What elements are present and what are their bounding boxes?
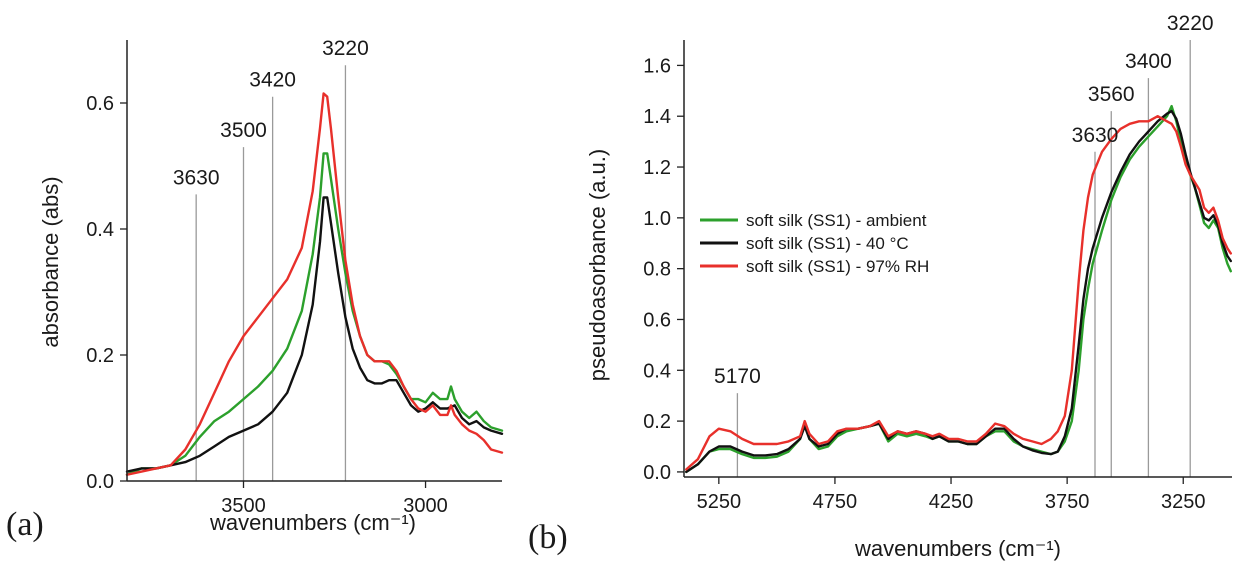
- panel-b-series-line-3: [685, 114, 1233, 471]
- panel-a-peak-labels: 3630 3500 3420 3220: [173, 37, 369, 189]
- panel-a-peak-label-3420: 3420: [249, 69, 296, 92]
- panel-b-series-line-2: [685, 109, 1233, 474]
- panel-a-peak-label-3220: 3220: [322, 37, 369, 60]
- panel-b-letter: (b): [528, 519, 568, 556]
- panel-b-peak-label-3220: 3220: [1167, 12, 1214, 35]
- panel-a-x-axis-title: wavenumbers (cm⁻¹): [209, 510, 416, 535]
- panel-b-legend: soft silk (SS1) - ambient soft silk (SS1)…: [700, 211, 929, 276]
- panel-b-y-ticks: 0.0 0.2 0.4 0.6 0.8 1.0 1.2 1.4 1.6: [643, 55, 684, 484]
- panel-b-y-tick-label: 1.4: [643, 106, 671, 128]
- panel-a-peak-label-3630: 3630: [173, 166, 220, 189]
- panel-a-x-ticks: 3500 3000: [221, 481, 448, 517]
- panel-a-series-line-3: [125, 92, 504, 476]
- panel-b-y-tick-label: 0.6: [643, 309, 671, 331]
- panel-b-reference-lines: [736, 40, 1191, 477]
- panel-b-peak-label-3560: 3560: [1088, 83, 1135, 106]
- panel-b-x-tick-label: 3750: [1045, 491, 1090, 513]
- panel-b-x-tick-label: 5250: [697, 491, 742, 513]
- panel-b-peak-label-3400: 3400: [1125, 50, 1172, 73]
- legend-label-1: soft silk (SS1) - ambient: [746, 211, 927, 230]
- panel-a-x-tick-label: 3500: [221, 495, 266, 517]
- panel-b-y-tick-label: 1.0: [643, 208, 671, 230]
- panel-a-y-tick-label: 0.0: [86, 471, 114, 493]
- panel-a-x-tick-label: 3000: [403, 495, 448, 517]
- legend-label-3: soft silk (SS1) - 97% RH: [746, 257, 929, 276]
- panel-b-x-ticks: 5250 4750 4250 3750 3250: [697, 477, 1206, 513]
- panel-b-y-tick-label: 1.6: [643, 55, 671, 77]
- panel-a-series: [125, 92, 504, 476]
- panel-b-x-tick-label: 4250: [929, 491, 974, 513]
- panel-a-y-tick-label: 0.4: [86, 219, 114, 241]
- panel-a-letter: (a): [6, 506, 44, 543]
- panel-b-series: [685, 104, 1233, 474]
- panel-b-y-tick-label: 0.0: [643, 462, 671, 484]
- panel-b-peak-label-3630: 3630: [1072, 124, 1119, 147]
- panel-b-x-tick-label: 4750: [813, 491, 858, 513]
- panel-a-y-ticks: 0.0 0.2 0.4 0.6: [86, 93, 127, 493]
- panel-b-y-tick-label: 0.4: [643, 360, 671, 382]
- panel-b-y-axis-title: pseudoasorbance (a.u.): [585, 149, 610, 381]
- panel-b-x-axis-title: wavenumbers (cm⁻¹): [854, 536, 1061, 561]
- legend-label-2: soft silk (SS1) - 40 °C: [746, 234, 909, 253]
- panel-b-series-line-1: [685, 104, 1233, 474]
- panel-a-peak-label-3500: 3500: [220, 119, 267, 142]
- panel-b-axes: [683, 40, 1232, 478]
- chart-panel-a: 3500 3000 0.0 0.2 0.4 0.6 3630 3500 3420 3220 w…: [6, 37, 504, 543]
- panel-b-peak-labels: 5170 3630 3560 3400 3220: [714, 12, 1214, 388]
- chart-panel-b: 5250 4750 4250 3750 3250 0.0 0.2 0.4 0.6 0.8 1.0 1…: [528, 12, 1233, 561]
- panel-a-axes: [126, 40, 502, 482]
- panel-a-series-line-1: [125, 152, 504, 476]
- panel-a-y-tick-label: 0.6: [86, 93, 114, 115]
- panel-b-peak-label-5170: 5170: [714, 365, 761, 388]
- panel-b-y-tick-label: 0.8: [643, 259, 671, 281]
- panel-b-y-tick-label: 1.2: [643, 157, 671, 179]
- panel-a-y-axis-title: absorbance (abs): [38, 176, 63, 347]
- panel-a-y-tick-label: 0.2: [86, 345, 114, 367]
- panel-b-y-tick-label: 0.2: [643, 411, 671, 433]
- panel-b-x-tick-label: 3250: [1161, 491, 1206, 513]
